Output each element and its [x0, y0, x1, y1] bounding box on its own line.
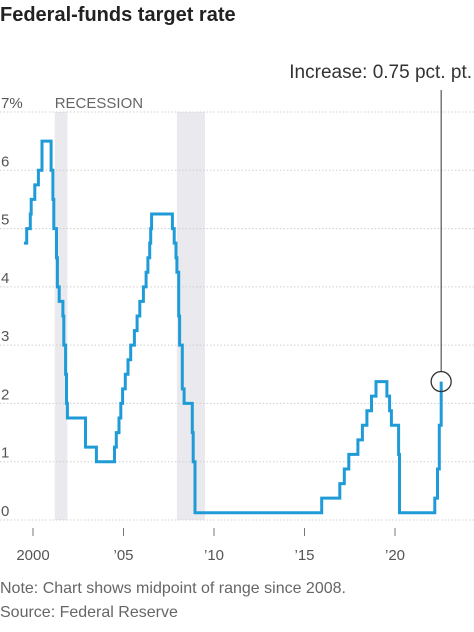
x-tick-label: ’20: [385, 547, 405, 564]
rate-chart: 0 1 2 3 4 5 6 7% RECESSION 2000 ’05 ’10 ’15 ’20 Incr…: [0, 62, 474, 564]
y-tick-label: 1: [1, 445, 9, 462]
x-tick-label: 2000: [16, 547, 49, 564]
y-tick-label: 3: [1, 328, 9, 345]
y-tick-label: 0: [1, 503, 9, 520]
y-unit-label: 7%: [1, 95, 23, 112]
chart-title: Federal-funds target rate: [0, 4, 236, 26]
series-line: [23, 139, 443, 515]
recession-bands: [54, 112, 205, 520]
x-axis-labels: 2000 ’05 ’10 ’15 ’20: [16, 528, 405, 564]
x-tick-label: ’15: [294, 547, 314, 564]
y-tick-label: 5: [1, 212, 9, 229]
annotation-marker: [430, 370, 452, 393]
x-tick-label: ’10: [204, 547, 224, 564]
series-layer: [23, 139, 443, 515]
annotation-layer: Increase: 0.75 pct. pt.: [289, 62, 472, 393]
recession-band: [54, 112, 68, 520]
annotation-label: Increase: 0.75 pct. pt.: [289, 62, 472, 83]
chart-source: Source: Federal Reserve: [0, 604, 178, 621]
recession-label: RECESSION: [55, 95, 143, 112]
y-tick-label: 4: [1, 270, 9, 287]
recession-band: [176, 112, 205, 520]
y-tick-label: 2: [1, 386, 9, 403]
y-tick-label: 6: [1, 153, 9, 170]
chart-note: Note: Chart shows midpoint of range sinc…: [0, 580, 346, 597]
gridlines: [0, 111, 474, 521]
x-tick-label: ’05: [113, 547, 133, 564]
y-axis-labels: 0 1 2 3 4 5 6 7% RECESSION: [1, 95, 143, 520]
